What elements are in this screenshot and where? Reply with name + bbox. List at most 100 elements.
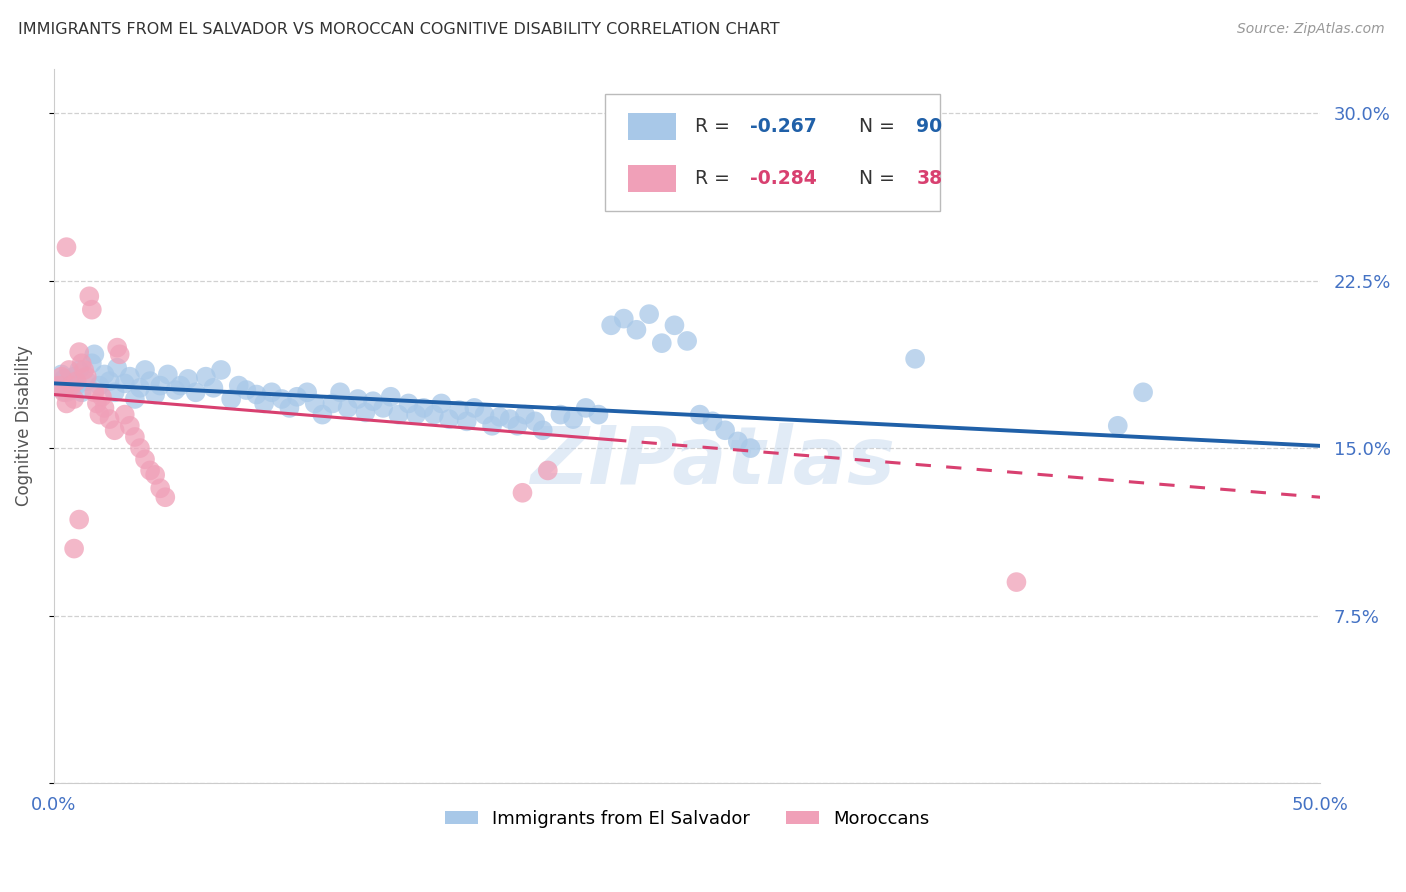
Point	[676, 334, 699, 348]
Point	[361, 394, 384, 409]
Point	[481, 418, 503, 433]
Text: N =: N =	[859, 117, 901, 136]
Point	[129, 441, 152, 455]
Point	[329, 385, 352, 400]
Point	[76, 374, 98, 388]
Legend: Immigrants from El Salvador, Moroccans: Immigrants from El Salvador, Moroccans	[437, 802, 936, 835]
Point	[105, 341, 128, 355]
Point	[52, 385, 75, 400]
Point	[537, 463, 560, 477]
Point	[70, 385, 93, 400]
Point	[626, 323, 648, 337]
FancyBboxPatch shape	[605, 94, 941, 211]
Point	[499, 412, 522, 426]
Point	[83, 347, 105, 361]
Point	[105, 360, 128, 375]
Text: N =: N =	[859, 169, 901, 188]
Text: 90: 90	[917, 117, 942, 136]
Point	[55, 240, 77, 254]
Point	[129, 381, 152, 395]
Point	[336, 401, 359, 415]
Point	[373, 401, 395, 415]
Point	[67, 363, 90, 377]
FancyBboxPatch shape	[627, 113, 676, 140]
Point	[524, 414, 547, 428]
Point	[295, 385, 318, 400]
Text: IMMIGRANTS FROM EL SALVADOR VS MOROCCAN COGNITIVE DISABILITY CORRELATION CHART: IMMIGRANTS FROM EL SALVADOR VS MOROCCAN …	[18, 22, 780, 37]
Point	[169, 378, 191, 392]
Point	[194, 369, 217, 384]
Point	[139, 463, 162, 477]
Point	[165, 383, 187, 397]
Point	[124, 392, 146, 406]
Point	[202, 381, 225, 395]
Point	[456, 414, 478, 428]
Point	[104, 423, 127, 437]
Point	[114, 408, 136, 422]
Point	[89, 378, 111, 392]
Point	[412, 401, 434, 415]
Point	[60, 378, 83, 392]
Point	[588, 408, 610, 422]
Point	[270, 392, 292, 406]
Point	[91, 390, 114, 404]
Point	[346, 392, 368, 406]
Point	[245, 387, 267, 401]
Point	[714, 423, 737, 437]
Point	[689, 408, 711, 422]
Point	[63, 541, 86, 556]
Text: R =: R =	[695, 117, 735, 136]
Point	[512, 485, 534, 500]
Text: 38: 38	[917, 169, 942, 188]
Point	[1107, 418, 1129, 433]
Point	[143, 467, 166, 482]
Point	[651, 336, 673, 351]
Point	[76, 369, 98, 384]
Point	[235, 383, 257, 397]
Point	[118, 418, 141, 433]
Point	[51, 368, 73, 382]
Point	[664, 318, 686, 333]
Point	[139, 374, 162, 388]
Point	[219, 392, 242, 406]
Point	[209, 363, 232, 377]
Point	[506, 418, 529, 433]
Point	[83, 385, 105, 400]
Point	[740, 441, 762, 455]
Point	[304, 396, 326, 410]
Point	[114, 376, 136, 391]
Point	[134, 363, 156, 377]
Point	[52, 372, 75, 386]
Point	[155, 490, 177, 504]
Point	[613, 311, 636, 326]
Point	[904, 351, 927, 366]
Point	[67, 345, 90, 359]
Point	[488, 409, 510, 424]
Point	[149, 378, 172, 392]
Point	[93, 368, 115, 382]
Point	[387, 408, 409, 422]
Text: Source: ZipAtlas.com: Source: ZipAtlas.com	[1237, 22, 1385, 37]
Point	[156, 368, 179, 382]
Point	[80, 302, 103, 317]
Point	[575, 401, 598, 415]
Point	[260, 385, 283, 400]
Point	[118, 369, 141, 384]
Point	[405, 408, 427, 422]
Point	[437, 412, 460, 426]
Text: -0.284: -0.284	[751, 169, 817, 188]
Point	[449, 403, 471, 417]
Point	[51, 369, 73, 384]
Point	[98, 374, 121, 388]
Point	[1132, 385, 1154, 400]
Point	[89, 408, 111, 422]
Point	[321, 396, 343, 410]
Point	[58, 376, 80, 391]
Point	[600, 318, 623, 333]
Point	[228, 378, 250, 392]
Point	[60, 383, 83, 397]
Point	[143, 387, 166, 401]
Point	[1005, 575, 1028, 590]
Point	[184, 385, 207, 400]
Point	[311, 408, 333, 422]
